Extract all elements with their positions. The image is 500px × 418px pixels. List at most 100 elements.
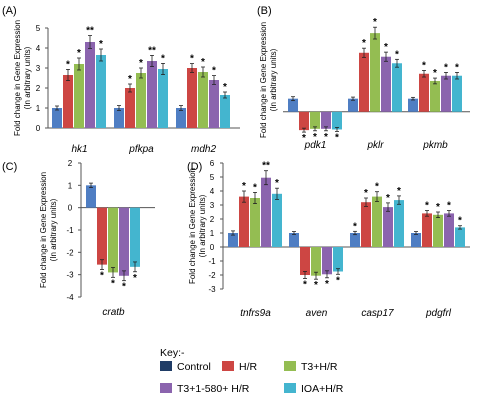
- bar-ioa-h-r: [220, 95, 230, 128]
- bar-control: [350, 233, 360, 247]
- y-tick-label: 0: [210, 243, 215, 252]
- significance-star: *: [425, 201, 429, 212]
- bar-t3-h-r: [433, 214, 443, 247]
- significance-star: *: [201, 57, 205, 68]
- y-tick-label: 2: [210, 215, 215, 224]
- significance-star: *: [395, 49, 399, 60]
- bar-t3-1-580-h-r: [441, 75, 451, 112]
- significance-star: *: [455, 62, 459, 73]
- panel-0: (A) Fold change in Gene Expression(In arb…: [2, 5, 240, 155]
- significance-star: *: [77, 48, 81, 59]
- bar-t3-h-r: [136, 73, 146, 128]
- bar-h-r: [187, 68, 197, 128]
- significance-star: *: [128, 74, 132, 85]
- significance-star: *: [373, 17, 377, 28]
- bar-h-r: [97, 207, 107, 265]
- significance-star: *: [223, 82, 227, 93]
- legend-label: T3+1-580+ H/R: [177, 383, 250, 395]
- significance-star: *: [66, 59, 70, 70]
- bar-t3-1-580-h-r: [322, 247, 332, 275]
- legend-label: T3+H/R: [301, 361, 338, 373]
- y-tick-label: 2: [68, 159, 73, 168]
- significance-star: *: [314, 280, 318, 291]
- y-tick-label: 2: [36, 84, 41, 93]
- significance-star: *: [444, 62, 448, 73]
- y-tick-label: 0: [36, 124, 41, 133]
- significance-star: *: [375, 182, 379, 193]
- bar-t3-1-580-h-r: [383, 207, 393, 247]
- y-tick-label: -1: [66, 226, 74, 235]
- significance-star: *: [190, 54, 194, 65]
- bar-ioa-h-r: [272, 193, 282, 247]
- bar-h-r: [63, 75, 73, 128]
- bar-t3-1-580-h-r: [321, 111, 331, 129]
- y-tick-label: 3: [36, 64, 41, 73]
- bar-t3-h-r: [311, 247, 321, 276]
- significance-star: *: [397, 186, 401, 197]
- y-axis-label: Fold change in Gene Expression(In arbitr…: [39, 172, 58, 288]
- bar-h-r: [359, 52, 369, 112]
- bar-control: [289, 233, 299, 247]
- significance-star: *: [253, 182, 257, 193]
- bar-control: [408, 98, 418, 112]
- legend-swatch: [284, 383, 296, 393]
- significance-star: **: [86, 26, 94, 37]
- significance-star: *: [362, 38, 366, 49]
- category-label: pkmb: [422, 140, 448, 151]
- significance-star: *: [386, 193, 390, 204]
- bar-t3-1-580-h-r: [147, 61, 157, 128]
- bar-t3-h-r: [250, 198, 260, 247]
- significance-star: *: [212, 66, 216, 77]
- significance-star: *: [133, 273, 137, 284]
- panel-letter: (D): [187, 161, 202, 173]
- category-label: pklr: [366, 140, 384, 151]
- panel-1: (B) Fold change in Gene Expression(In arb…: [257, 5, 470, 151]
- significance-star: *: [100, 271, 104, 282]
- category-label: aven: [306, 308, 328, 319]
- y-tick-label: -3: [208, 285, 216, 294]
- bar-ioa-h-r: [158, 69, 168, 128]
- significance-star: **: [148, 45, 156, 56]
- bar-t3-h-r: [310, 111, 320, 129]
- bar-control: [86, 185, 96, 208]
- significance-star: *: [275, 178, 279, 189]
- bar-h-r: [299, 111, 309, 131]
- y-axis-label: Fold change in Gene Expression(In arbitr…: [188, 168, 207, 284]
- y-tick-label: 4: [210, 187, 215, 196]
- significance-star: *: [313, 132, 317, 143]
- bar-t3-1-580-h-r: [444, 213, 454, 247]
- legend-swatch: [160, 383, 172, 393]
- category-label: pdk1: [304, 140, 327, 151]
- panel-2: (C) Fold change in Gene Expression(In arb…: [2, 159, 155, 318]
- significance-star: *: [122, 282, 126, 293]
- y-tick-label: 4: [36, 44, 41, 53]
- y-tick-label: 1: [36, 104, 41, 113]
- category-label: pfkpa: [128, 144, 154, 155]
- bar-t3-1-580-h-r: [119, 207, 129, 276]
- chart-panels: (A) Fold change in Gene Expression(In arb…: [2, 5, 470, 319]
- significance-star: *: [433, 68, 437, 79]
- category-label: cratb: [102, 307, 125, 318]
- significance-star: *: [139, 58, 143, 69]
- significance-star: *: [161, 53, 165, 64]
- significance-star: *: [242, 181, 246, 192]
- category-label: mdh2: [191, 144, 216, 155]
- significance-star: *: [422, 60, 426, 71]
- y-tick-label: 1: [210, 229, 215, 238]
- bar-t3-h-r: [198, 72, 208, 128]
- category-label: tnfrs9a: [240, 308, 271, 319]
- bar-ioa-h-r: [394, 200, 404, 247]
- significance-star: *: [336, 275, 340, 286]
- bar-ioa-h-r: [455, 227, 465, 247]
- y-tick-label: 5: [210, 173, 215, 182]
- panel-3: (D)Fold change in Gene Expression(In arb…: [187, 159, 470, 319]
- legend-items: Control H/R T3+H/R T3+1-580+ H/R IOA+H/R: [160, 361, 344, 395]
- bar-t3-1-580-h-r: [85, 42, 95, 128]
- y-tick-label: -3: [66, 271, 74, 280]
- bar-t3-h-r: [108, 207, 118, 273]
- significance-star: *: [111, 278, 115, 289]
- bar-control: [228, 233, 238, 247]
- bar-ioa-h-r: [452, 75, 462, 112]
- bar-t3-h-r: [74, 64, 84, 128]
